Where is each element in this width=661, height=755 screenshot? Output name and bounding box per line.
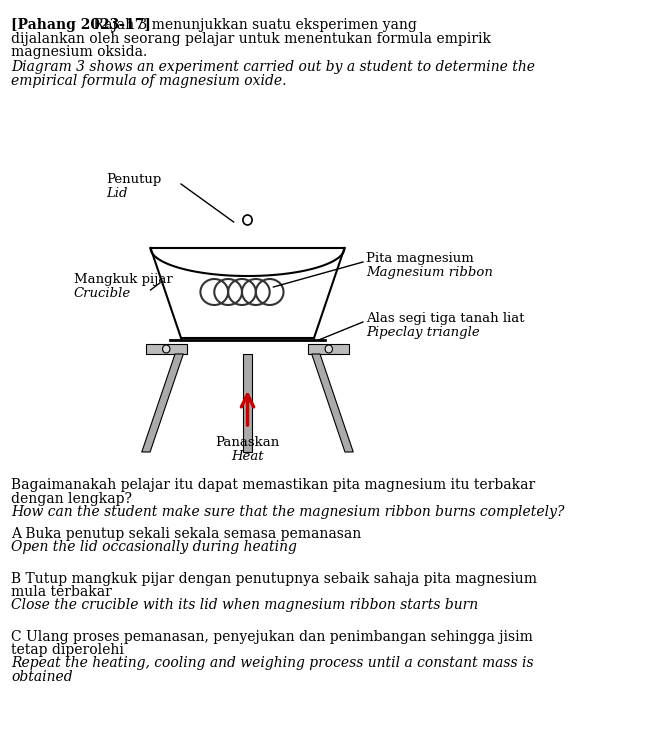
Text: C Ulang proses pemanasan, penyejukan dan penimbangan sehingga jisim: C Ulang proses pemanasan, penyejukan dan… bbox=[11, 630, 533, 643]
Text: Open the lid occasionally during heating: Open the lid occasionally during heating bbox=[11, 541, 297, 554]
Text: A Buka penutup sekali sekala semasa pemanasan: A Buka penutup sekali sekala semasa pema… bbox=[11, 527, 362, 541]
Text: Mangkuk pijar: Mangkuk pijar bbox=[74, 273, 173, 286]
Text: mula terbakar: mula terbakar bbox=[11, 585, 112, 599]
Text: Pipeclay triangle: Pipeclay triangle bbox=[366, 326, 479, 339]
Text: Repeat the heating, cooling and weighing process until a constant mass is: Repeat the heating, cooling and weighing… bbox=[11, 657, 533, 670]
Polygon shape bbox=[243, 354, 252, 452]
Text: Bagaimanakah pelajar itu dapat memastikan pita magnesium itu terbakar: Bagaimanakah pelajar itu dapat memastika… bbox=[11, 478, 535, 492]
Text: Lid: Lid bbox=[106, 187, 128, 200]
Text: dengan lengkap?: dengan lengkap? bbox=[11, 492, 132, 506]
Text: Alas segi tiga tanah liat: Alas segi tiga tanah liat bbox=[366, 312, 524, 325]
FancyBboxPatch shape bbox=[146, 344, 186, 354]
Text: Diagram 3 shows an experiment carried out by a student to determine the: Diagram 3 shows an experiment carried ou… bbox=[11, 60, 535, 75]
Text: empirical formula of magnesium oxide.: empirical formula of magnesium oxide. bbox=[11, 74, 287, 88]
Polygon shape bbox=[141, 354, 183, 452]
Text: obtained: obtained bbox=[11, 670, 73, 684]
Text: Panaskan: Panaskan bbox=[215, 436, 280, 449]
Text: Magnesium ribbon: Magnesium ribbon bbox=[366, 266, 492, 279]
Text: Penutup: Penutup bbox=[106, 173, 161, 186]
Circle shape bbox=[163, 345, 170, 353]
Text: dijalankan oleh seorang pelajar untuk menentukan formula empirik: dijalankan oleh seorang pelajar untuk me… bbox=[11, 32, 491, 45]
Text: [Pahang 2023-17]: [Pahang 2023-17] bbox=[11, 18, 151, 32]
Text: Pita magnesium: Pita magnesium bbox=[366, 252, 473, 265]
FancyBboxPatch shape bbox=[309, 344, 349, 354]
Text: magnesium oksida.: magnesium oksida. bbox=[11, 45, 147, 59]
Text: Close the crucible with its lid when magnesium ribbon starts burn: Close the crucible with its lid when mag… bbox=[11, 599, 478, 612]
Text: B Tutup mangkuk pijar dengan penutupnya sebaik sahaja pita magnesium: B Tutup mangkuk pijar dengan penutupnya … bbox=[11, 572, 537, 585]
Text: tetap diperolehi: tetap diperolehi bbox=[11, 643, 124, 657]
Circle shape bbox=[325, 345, 332, 353]
Text: How can the student make sure that the magnesium ribbon burns completely?: How can the student make sure that the m… bbox=[11, 505, 564, 519]
Text: Crucible: Crucible bbox=[74, 287, 131, 300]
Text: Heat: Heat bbox=[231, 450, 264, 463]
Polygon shape bbox=[312, 354, 353, 452]
Circle shape bbox=[243, 215, 252, 225]
Text: Rajah 3 menunjukkan suatu eksperimen yang: Rajah 3 menunjukkan suatu eksperimen yan… bbox=[89, 18, 416, 32]
